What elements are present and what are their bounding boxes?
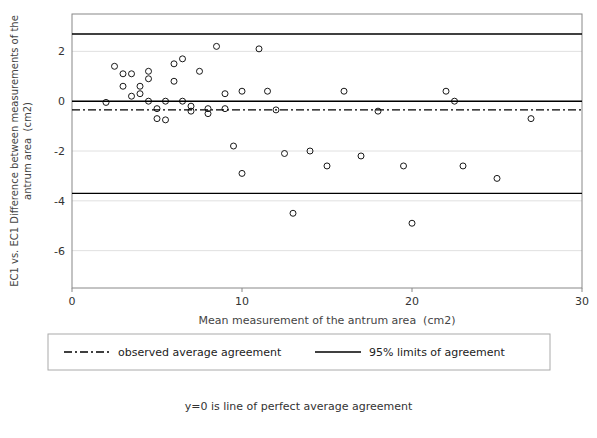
point <box>265 88 271 94</box>
reference-line <box>72 109 582 110</box>
point <box>222 106 228 112</box>
point <box>154 106 160 112</box>
point <box>171 78 177 84</box>
point <box>222 91 228 97</box>
y-tick-label: 2 <box>58 45 65 58</box>
legend-swatch <box>315 351 361 352</box>
point <box>137 91 143 97</box>
point <box>231 143 237 149</box>
plot-frame <box>72 14 582 288</box>
legend-swatch <box>64 351 110 352</box>
point <box>180 98 186 104</box>
y-tick-label: -4 <box>54 195 65 208</box>
point <box>188 108 194 114</box>
point <box>171 61 177 67</box>
point <box>452 98 458 104</box>
point <box>443 88 449 94</box>
point <box>273 107 279 113</box>
point <box>494 175 500 181</box>
point <box>401 163 407 169</box>
point <box>324 163 330 169</box>
point <box>282 150 288 156</box>
x-tick <box>582 288 583 292</box>
point <box>146 98 152 104</box>
y-tick-label: -6 <box>54 245 65 258</box>
point <box>341 88 347 94</box>
y-tick-label: 0 <box>58 95 65 108</box>
legend: observed average agreement 95% limits of … <box>48 334 550 370</box>
point <box>409 220 415 226</box>
y-tick-label: -2 <box>54 145 65 158</box>
point <box>307 148 313 154</box>
grid-line <box>72 250 582 251</box>
point <box>290 210 296 216</box>
point <box>163 98 169 104</box>
chart: 20-2-4-60102030Mean measurement of the a… <box>0 0 597 438</box>
reference-line <box>72 193 582 194</box>
point <box>528 116 534 122</box>
point <box>154 116 160 122</box>
grid-line <box>72 200 582 201</box>
point <box>460 163 466 169</box>
x-tick <box>412 288 413 292</box>
y-axis-label: EC1 vs. EC1 Difference between measureme… <box>9 15 33 287</box>
grid-line <box>72 51 582 52</box>
x-tick <box>72 288 73 292</box>
x-tick <box>242 288 243 292</box>
point <box>214 43 220 49</box>
x-tick-label: 20 <box>405 295 419 308</box>
footnote: y=0 is line of perfect average agreement <box>185 400 413 413</box>
grid-line <box>72 151 582 152</box>
point <box>112 63 118 69</box>
grid <box>72 51 582 250</box>
point <box>256 46 262 52</box>
point <box>239 88 245 94</box>
point <box>205 111 211 117</box>
point <box>358 153 364 159</box>
point <box>163 117 169 123</box>
point <box>197 68 203 74</box>
point <box>375 108 381 114</box>
point <box>146 76 152 82</box>
x-tick-label: 10 <box>235 295 249 308</box>
reference-line <box>72 100 582 101</box>
point <box>180 56 186 62</box>
point <box>137 83 143 89</box>
point <box>120 83 126 89</box>
legend-box <box>48 334 550 370</box>
point <box>146 68 152 74</box>
point <box>129 93 135 99</box>
reference-line <box>72 33 582 34</box>
point <box>120 71 126 77</box>
plot-area <box>72 34 582 226</box>
legend-label: observed average agreement <box>118 346 282 359</box>
x-axis-label: Mean measurement of the antrum area (cm2… <box>199 314 456 327</box>
x-tick-label: 0 <box>69 295 76 308</box>
legend-label: 95% limits of agreement <box>369 346 505 359</box>
point <box>103 99 109 105</box>
point <box>129 71 135 77</box>
grid-line <box>72 101 582 102</box>
x-tick-label: 30 <box>575 295 589 308</box>
point <box>239 170 245 176</box>
